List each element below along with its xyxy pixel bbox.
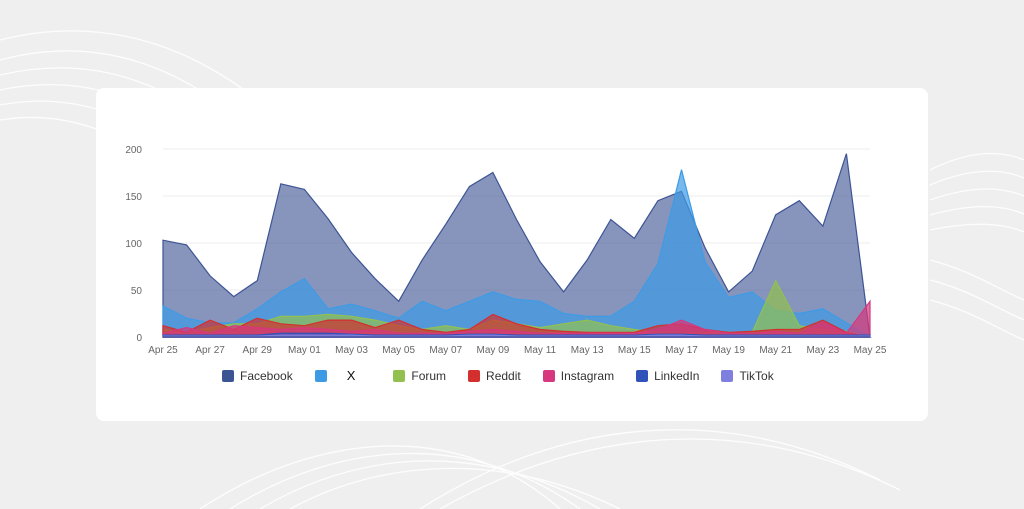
legend-label: Forum (411, 368, 447, 383)
x-tick-label: Apr 27 (195, 345, 225, 356)
x-tick-label: May 09 (477, 345, 510, 356)
y-tick-label: 100 (125, 239, 142, 250)
legend-swatch (393, 369, 406, 382)
legend-item-facebook[interactable]: Facebook (222, 369, 293, 383)
y-tick-label: 0 (136, 333, 142, 344)
x-tick-label: May 25 (854, 345, 887, 356)
legend-item-reddit[interactable]: Reddit (468, 369, 521, 383)
legend-item-tiktok[interactable]: TikTok (721, 368, 774, 383)
chart-legend: Facebook X Forum Reddit Instagram Linked… (222, 368, 796, 383)
x-tick-label: May 17 (665, 345, 698, 356)
y-tick-label: 200 (125, 145, 142, 156)
legend-label: TikTok (739, 368, 774, 383)
x-tick-label: Apr 29 (243, 345, 273, 356)
legend-swatch (314, 369, 327, 382)
x-tick-label: Apr 25 (148, 345, 178, 356)
area-series-instagram (162, 299, 871, 338)
x-tick-label: May 03 (335, 345, 368, 356)
x-tick-label: May 11 (524, 345, 556, 356)
x-tick-label: May 05 (382, 345, 415, 356)
legend-item-instagram[interactable]: Instagram (542, 368, 615, 383)
x-tick-label: May 13 (571, 345, 604, 356)
x-tick-label: May 19 (712, 345, 745, 356)
x-tick-label: May 01 (288, 345, 321, 356)
legend-swatch (468, 369, 481, 382)
x-tick-label: May 21 (759, 345, 792, 356)
legend-label: LinkedIn (654, 368, 700, 383)
legend-item-forum[interactable]: Forum (393, 369, 446, 383)
x-tick-label: May 23 (806, 345, 839, 356)
y-tick-label: 50 (131, 286, 143, 297)
x-tick-label: May 07 (429, 345, 462, 356)
legend-label: Instagram (560, 368, 615, 383)
legend-label: Reddit (486, 368, 521, 383)
legend-swatch (636, 369, 649, 382)
legend-swatch (222, 369, 234, 382)
legend-item-x[interactable]: X (314, 368, 372, 383)
chart-card: 0 50 100 150 200 Apr 25 Apr 27 Apr 29 May 01 May … (96, 88, 928, 421)
y-tick-label: 150 (125, 192, 142, 203)
legend-item-linkedin[interactable]: LinkedIn (636, 369, 699, 383)
legend-swatch (542, 369, 555, 382)
x-tick-label: May 15 (618, 345, 651, 356)
legend-label: X (346, 368, 356, 383)
legend-label: Facebook (240, 368, 293, 383)
legend-swatch (721, 369, 734, 382)
area-chart: 0 50 100 150 200 Apr 25 Apr 27 Apr 29 May 01 May … (125, 145, 887, 356)
